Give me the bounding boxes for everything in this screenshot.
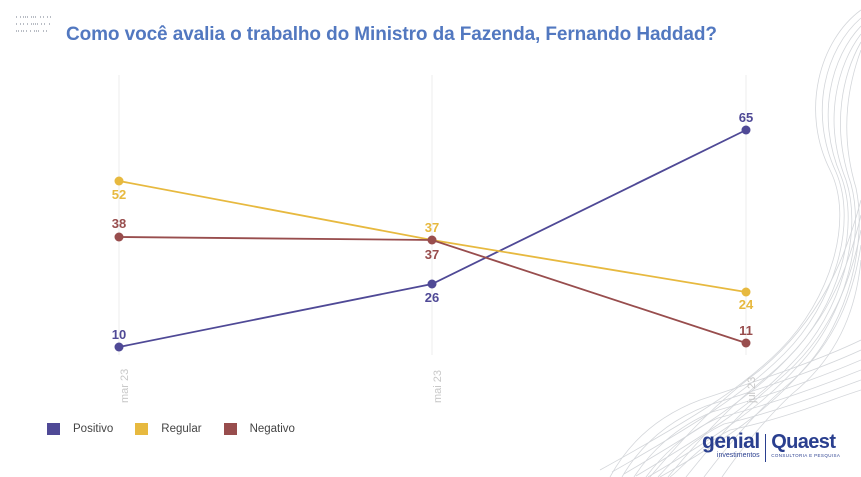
data-label: 37: [425, 220, 439, 235]
data-point[interactable]: [427, 279, 437, 289]
data-point[interactable]: [114, 176, 124, 186]
data-point[interactable]: [427, 235, 437, 245]
data-label: 38: [112, 216, 126, 231]
x-tick-label: jul 23: [746, 377, 758, 404]
legend-swatch: [135, 423, 149, 435]
x-tick-label: mar 23: [119, 369, 131, 403]
legend-swatch: [47, 423, 60, 435]
legend: Positivo Regular Negativo: [47, 423, 317, 435]
data-label: 26: [425, 290, 439, 305]
quaest-wordmark: Quaest: [771, 431, 836, 453]
data-labels: 10 26 65 52 37 24 38 37 11: [112, 110, 754, 342]
chart-title: Como você avalia o trabalho do Ministro …: [66, 24, 717, 45]
genial-logo: genial investimentos: [702, 430, 760, 460]
brand-logos: genial investimentos Quaest CONSULTORIA …: [702, 430, 840, 462]
quaest-logo: Quaest CONSULTORIA E PESQUISA: [771, 432, 840, 460]
gridlines: [118, 75, 747, 355]
markers: [114, 125, 751, 352]
logo-divider: [764, 434, 767, 462]
data-label: 37: [425, 247, 439, 262]
genial-subtitle: investimentos: [716, 452, 760, 459]
x-tick-label: mai 23: [432, 370, 444, 403]
data-point[interactable]: [114, 232, 124, 242]
data-point[interactable]: [114, 342, 124, 352]
legend-item-positivo[interactable]: Positivo: [47, 423, 113, 435]
data-point[interactable]: [741, 125, 751, 135]
header-decoration-icon: [16, 16, 51, 32]
legend-item-negativo[interactable]: Negativo: [223, 423, 295, 435]
data-point[interactable]: [741, 287, 751, 297]
data-label: 52: [112, 187, 126, 202]
genial-wordmark: genial: [702, 430, 760, 453]
legend-label: Negativo: [249, 423, 295, 435]
data-label: 24: [739, 297, 754, 312]
data-point[interactable]: [741, 338, 751, 348]
legend-label: Positivo: [73, 423, 114, 435]
quaest-subtitle: CONSULTORIA E PESQUISA: [771, 453, 841, 458]
data-label: 65: [739, 110, 753, 125]
data-label: 10: [112, 327, 126, 342]
data-label: 11: [739, 323, 753, 338]
legend-swatch: [223, 423, 237, 435]
legend-label: Regular: [161, 423, 202, 435]
decorative-wave-lines: [599, 9, 861, 477]
legend-item-regular[interactable]: Regular: [135, 423, 202, 435]
x-axis-labels: mar 23 mai 23 jul 23: [119, 369, 758, 404]
